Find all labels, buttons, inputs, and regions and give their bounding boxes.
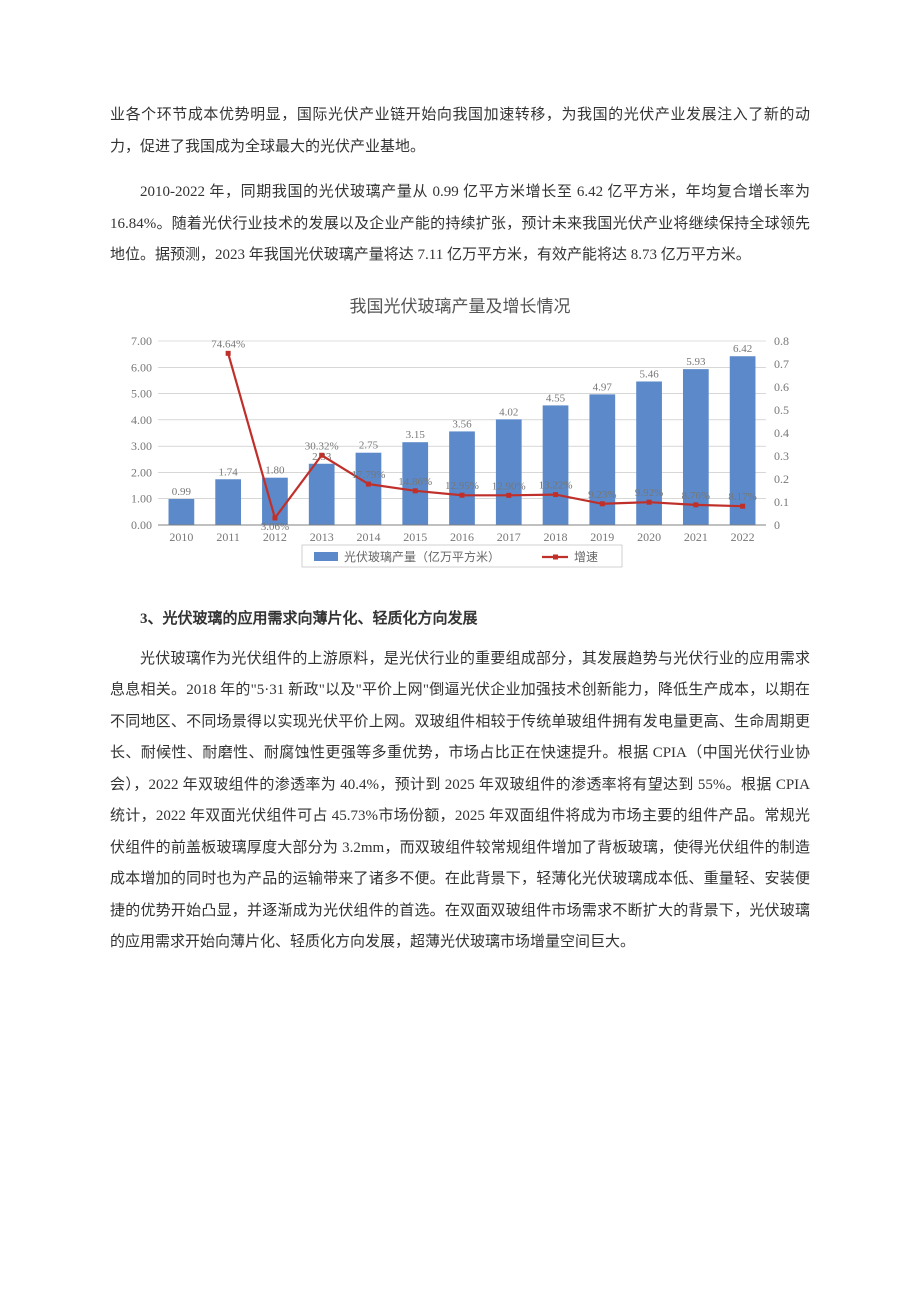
svg-text:2020: 2020 <box>637 530 661 544</box>
svg-text:4.00: 4.00 <box>131 412 152 426</box>
svg-text:14.86%: 14.86% <box>398 475 432 487</box>
svg-text:3.06%: 3.06% <box>261 520 289 532</box>
svg-text:74.64%: 74.64% <box>211 338 245 350</box>
document-page: 业各个环节成本优势明显，国际光伏产业链开始向我国加速转移，为我国的光伏产业发展注… <box>0 0 920 1053</box>
svg-text:2021: 2021 <box>684 530 708 544</box>
svg-text:0.3: 0.3 <box>774 449 789 463</box>
svg-text:0.4: 0.4 <box>774 426 789 440</box>
svg-text:13.22%: 13.22% <box>539 479 573 491</box>
svg-text:0.7: 0.7 <box>774 357 789 371</box>
svg-text:4.55: 4.55 <box>546 392 566 404</box>
svg-text:2014: 2014 <box>356 530 380 544</box>
svg-text:1.00: 1.00 <box>131 491 152 505</box>
svg-text:0.6: 0.6 <box>774 380 789 394</box>
svg-text:2013: 2013 <box>310 530 334 544</box>
svg-text:2018: 2018 <box>544 530 568 544</box>
svg-text:0.1: 0.1 <box>774 495 789 509</box>
svg-text:9.23%: 9.23% <box>588 488 616 500</box>
paragraph-1: 业各个环节成本优势明显，国际光伏产业链开始向我国加速转移，为我国的光伏产业发展注… <box>110 100 810 163</box>
svg-text:3.00: 3.00 <box>131 439 152 453</box>
svg-text:0.2: 0.2 <box>774 472 789 486</box>
svg-text:0.99: 0.99 <box>172 485 192 497</box>
chart-canvas: 0.00 1.00 2.00 3.00 4.00 5.00 6.00 7.00 0 0.1 0.2 0… <box>110 323 810 583</box>
svg-text:2017: 2017 <box>497 530 521 544</box>
svg-text:1.80: 1.80 <box>265 464 285 476</box>
svg-text:2015: 2015 <box>403 530 427 544</box>
svg-text:0.5: 0.5 <box>774 403 789 417</box>
svg-text:8.76%: 8.76% <box>682 489 710 501</box>
svg-text:光伏玻璃产量（亿万平方米）: 光伏玻璃产量（亿万平方米） <box>344 549 500 564</box>
svg-text:0.8: 0.8 <box>774 334 789 348</box>
svg-text:2016: 2016 <box>450 530 474 544</box>
paragraph-2: 2010-2022 年，同期我国的光伏玻璃产量从 0.99 亿平方米增长至 6.… <box>110 177 810 272</box>
svg-text:6.42: 6.42 <box>733 343 752 355</box>
paragraph-3: 光伏玻璃作为光伏组件的上游原料，是光伏行业的重要组成部分，其发展趋势与光伏行业的… <box>110 644 810 959</box>
svg-text:0: 0 <box>774 518 780 532</box>
svg-text:3.15: 3.15 <box>406 429 426 441</box>
svg-text:2.75: 2.75 <box>359 439 379 451</box>
svg-text:12.90%: 12.90% <box>492 480 526 492</box>
svg-text:2.00: 2.00 <box>131 465 152 479</box>
svg-text:6.00: 6.00 <box>131 360 152 374</box>
svg-text:4.97: 4.97 <box>593 381 613 393</box>
svg-text:5.46: 5.46 <box>639 368 659 380</box>
section-3-title: 3、光伏玻璃的应用需求向薄片化、轻质化方向发展 <box>110 607 810 628</box>
svg-text:0.00: 0.00 <box>131 518 152 532</box>
svg-text:增速: 增速 <box>574 550 598 564</box>
svg-text:1.74: 1.74 <box>219 466 239 478</box>
svg-text:30.32%: 30.32% <box>305 440 339 452</box>
svg-text:5.93: 5.93 <box>686 356 706 368</box>
svg-text:9.92%: 9.92% <box>635 487 663 499</box>
svg-text:17.79%: 17.79% <box>352 469 386 481</box>
svg-text:3.56: 3.56 <box>452 418 472 430</box>
pv-glass-chart: 我国光伏玻璃产量及增长情况 0.00 1.00 2.00 3.00 4.00 5.00 6.… <box>110 292 810 583</box>
svg-text:7.00: 7.00 <box>131 334 152 348</box>
svg-text:4.02: 4.02 <box>499 406 518 418</box>
svg-text:5.00: 5.00 <box>131 386 152 400</box>
svg-text:2011: 2011 <box>216 530 240 544</box>
svg-text:2019: 2019 <box>590 530 614 544</box>
svg-text:2022: 2022 <box>731 530 755 544</box>
chart-title: 我国光伏玻璃产量及增长情况 <box>110 292 810 317</box>
svg-text:8.17%: 8.17% <box>728 491 756 503</box>
svg-text:2010: 2010 <box>169 530 193 544</box>
svg-text:12.95%: 12.95% <box>445 480 479 492</box>
